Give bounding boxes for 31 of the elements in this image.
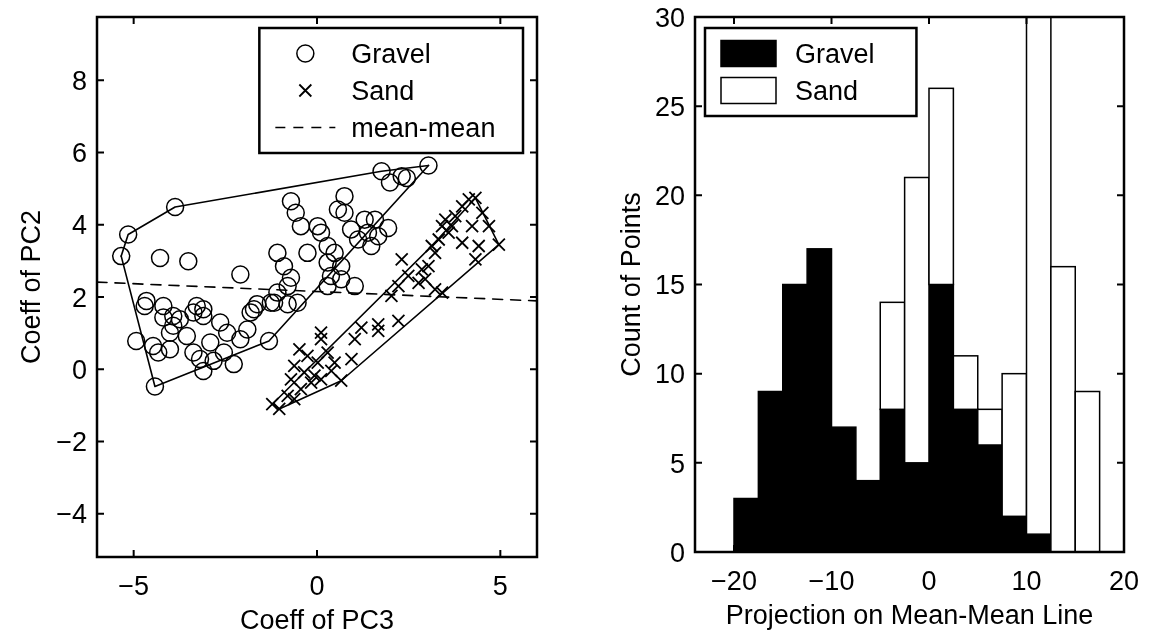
- x-axis-title: Coeff of PC3: [239, 605, 395, 633]
- y-tick-label: 8: [71, 65, 87, 96]
- legend-label: mean-mean: [351, 112, 496, 143]
- x-tick-label: 0: [921, 566, 937, 596]
- x-axis-title: Projection on Mean-Mean Line: [725, 600, 1094, 630]
- y-tick-label: −4: [56, 499, 87, 530]
- x-tick-label: 20: [1108, 566, 1140, 596]
- x-tick-label: −5: [118, 571, 150, 601]
- legend-label: Gravel: [351, 38, 431, 69]
- y-tick-label: 10: [654, 359, 685, 390]
- legend-label: Gravel: [795, 38, 875, 69]
- x-tick-label: −20: [711, 566, 757, 596]
- x-tick-label: 10: [1011, 566, 1042, 596]
- x-tick-label: 0: [309, 571, 325, 601]
- y-tick-label: 5: [669, 448, 685, 479]
- y-tick-label: 20: [654, 181, 685, 212]
- y-tick-label: 30: [654, 2, 685, 33]
- x-tick-label: 5: [492, 571, 508, 601]
- y-tick-label: 15: [654, 270, 685, 301]
- y-tick-label: 0: [71, 354, 87, 385]
- y-axis-title: Coeff of PC2: [16, 209, 46, 365]
- x-tick-label: −10: [808, 566, 855, 596]
- y-tick-label: 25: [654, 91, 685, 122]
- y-tick-label: 2: [71, 282, 87, 313]
- y-tick-label: 6: [71, 138, 87, 169]
- y-tick-label: 4: [71, 210, 87, 241]
- y-tick-label: 0: [669, 537, 685, 568]
- legend-label: Sand: [351, 75, 415, 106]
- y-axis-title: Count of Points: [616, 192, 646, 377]
- y-tick-label: −2: [56, 427, 87, 458]
- legend-label: Sand: [795, 75, 859, 106]
